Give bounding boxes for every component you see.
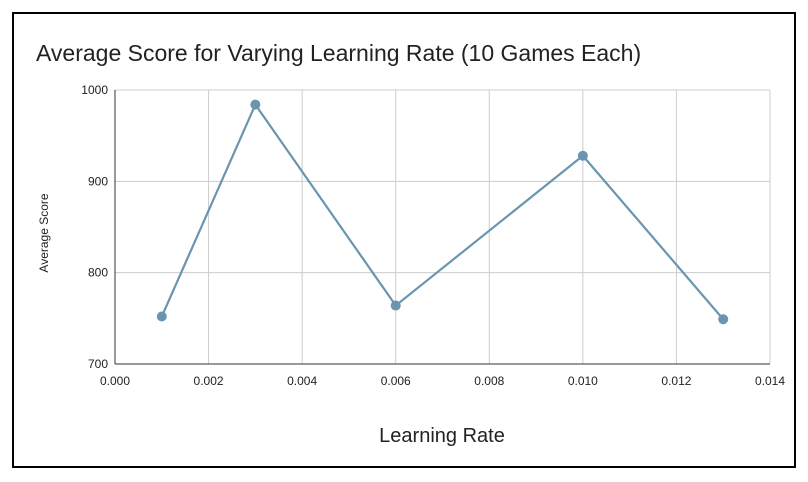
x-tick-label: 0.008 — [474, 374, 504, 388]
x-tick-label: 0.010 — [568, 374, 598, 388]
x-axis-title: Learning Rate — [379, 425, 505, 447]
y-tick-label: 900 — [88, 174, 108, 188]
series-line — [160, 103, 725, 320]
x-tick-label: 0.000 — [100, 374, 130, 388]
data-series — [156, 99, 729, 325]
y-tick-label: 1000 — [81, 83, 108, 97]
x-tick-label: 0.006 — [381, 374, 411, 388]
gridlines — [114, 89, 771, 365]
chart-frame — [12, 12, 796, 468]
data-point — [250, 99, 261, 110]
x-tick-label: 0.014 — [755, 374, 785, 388]
axes — [114, 90, 770, 365]
tick-labels: 0.000 0.002 0.004 0.006 0.008 0.010 0.012 0.014… — [81, 83, 785, 388]
data-point — [156, 311, 167, 322]
y-tick-label: 700 — [88, 357, 108, 371]
x-tick-label: 0.012 — [661, 374, 691, 388]
y-tick-label: 800 — [88, 266, 108, 280]
chart-title: Average Score for Varying Learning Rate … — [36, 40, 641, 66]
y-axis-title: Average Score — [37, 193, 51, 272]
x-tick-label: 0.004 — [287, 374, 317, 388]
data-point — [577, 150, 588, 161]
data-point — [718, 314, 729, 325]
x-tick-label: 0.002 — [194, 374, 224, 388]
data-point — [390, 300, 401, 311]
